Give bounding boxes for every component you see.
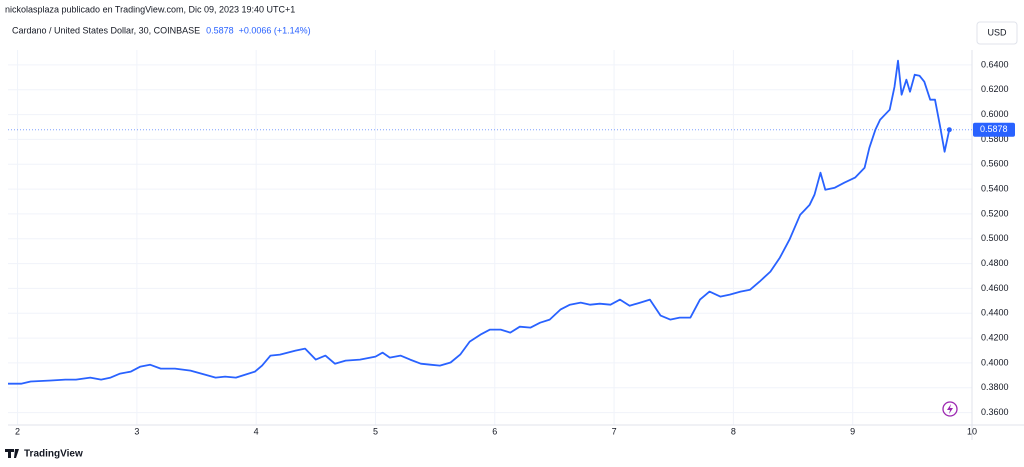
y-tick-label: 0.5400 — [981, 183, 1009, 193]
flash-glyph — [947, 404, 953, 414]
y-tick-label: 0.4600 — [981, 283, 1009, 293]
y-tick-label: 0.4800 — [981, 258, 1009, 268]
chart-title: Cardano / United States Dollar, 30, COIN… — [12, 25, 200, 35]
y-tick-label: 0.3600 — [981, 407, 1009, 417]
currency-button[interactable] — [976, 21, 1018, 45]
price: 0.5878 — [206, 25, 234, 35]
y-tick-label: 0.4200 — [981, 332, 1009, 342]
y-tick-label: 0.4400 — [981, 308, 1009, 318]
brand: TradingView — [24, 449, 83, 460]
x-tick-label: 7 — [612, 426, 617, 436]
x-tick-label: 4 — [254, 426, 259, 436]
y-tick-label: 0.3800 — [981, 382, 1009, 392]
y-tick-label: 0.5000 — [981, 233, 1009, 243]
currency[interactable]: USD — [987, 27, 1007, 37]
y-tick-label: 0.5800 — [981, 134, 1009, 144]
y-tick-label: 0.4000 — [981, 357, 1009, 367]
brand-logo — [5, 449, 19, 458]
change: +0.0066 (+1.14%) — [239, 25, 311, 35]
x-tick-label: 9 — [850, 426, 855, 436]
y-tick-label: 0.5200 — [981, 208, 1009, 218]
y-tick-label: 0.6000 — [981, 109, 1009, 119]
x-tick-label: 5 — [373, 426, 378, 436]
y-tick-label: 0.5600 — [981, 159, 1009, 169]
x-tick-label: 8 — [731, 426, 736, 436]
byline: nickolasplaza publicado en TradingView.c… — [5, 4, 295, 14]
flash-icon[interactable] — [942, 401, 958, 417]
price-tag-label: 0.5878 — [980, 124, 1008, 134]
x-tick-label: 6 — [492, 426, 497, 436]
price-tag — [973, 122, 1015, 137]
x-tick-label: 10 — [967, 426, 977, 436]
price-line — [8, 59, 951, 385]
y-tick-label: 0.6400 — [981, 59, 1009, 69]
x-tick-label: 2 — [15, 426, 20, 436]
y-tick-label: 0.6200 — [981, 84, 1009, 94]
last-point — [946, 127, 952, 133]
x-tick-label: 3 — [134, 426, 139, 436]
